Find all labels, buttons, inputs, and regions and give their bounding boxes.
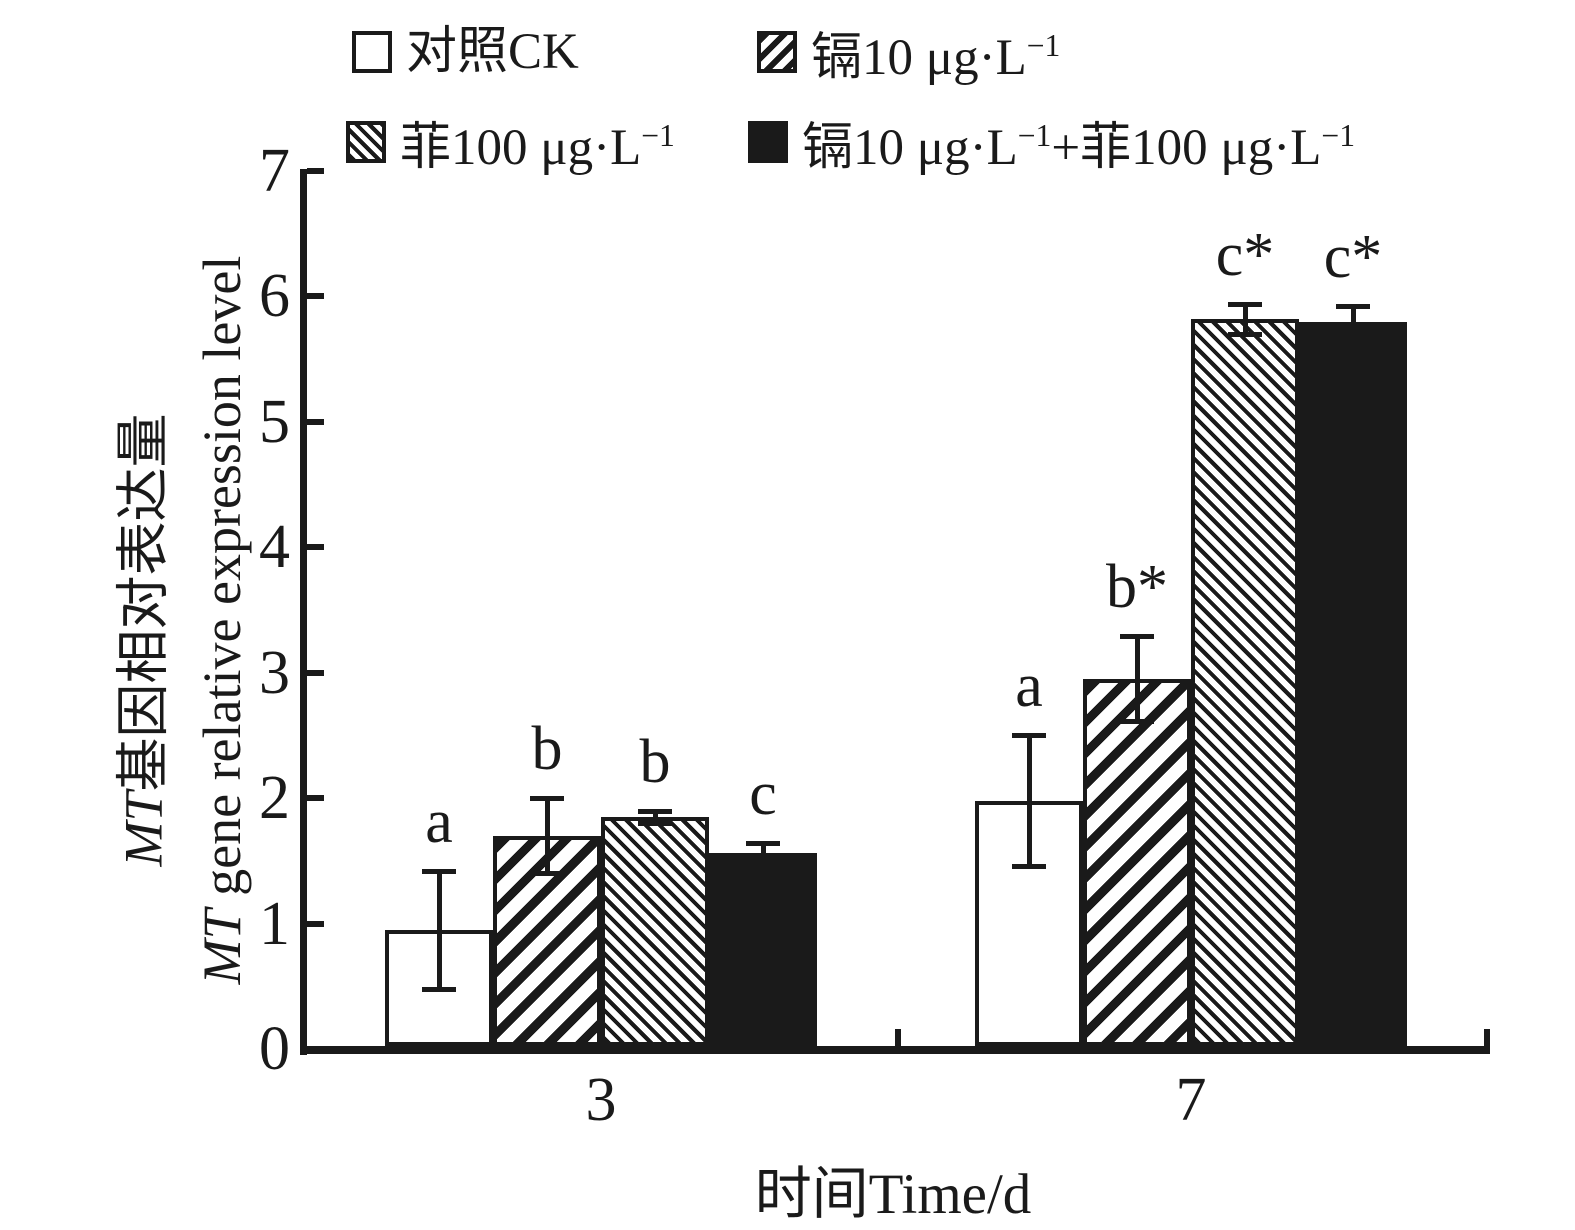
legend-item-phe100: 菲100 μg·L−1: [346, 116, 675, 174]
significance-letter-phe100-day7: c*: [1215, 220, 1275, 289]
x-category-label: 3: [585, 1066, 617, 1134]
significance-letter-ck-day7: a: [1015, 652, 1043, 721]
legend-swatch-cd10-icon: [757, 31, 797, 73]
legend-swatch-ck-icon: [352, 31, 392, 73]
error-bar-cap-bottom: [638, 821, 672, 827]
error-bar-stem: [1026, 735, 1032, 866]
legend-label-ck: 对照CK: [406, 24, 579, 80]
bar-phe100-day7: [1191, 318, 1299, 1046]
error-bar-cap-top: [746, 841, 780, 847]
error-bar-cap-top: [1228, 301, 1262, 307]
y-tick: [307, 920, 324, 927]
error-bar-cap-top: [1012, 733, 1046, 739]
legend-item-ck: 对照CK: [352, 26, 579, 78]
error-bar-cap-bottom: [1336, 336, 1370, 342]
error-bar-cap-bottom: [746, 861, 780, 867]
y-tick: [307, 795, 324, 801]
x-axis-line: [300, 1046, 1490, 1054]
y-tick: [307, 544, 324, 550]
significance-letter-cd10-phe100-day3: c: [749, 760, 777, 829]
legend-label-cd10: 镉10 μg·L−1: [811, 28, 1061, 86]
y-tick-label: 7: [259, 136, 290, 205]
legend-label-phe100: 菲100 μg·L−1: [400, 118, 675, 176]
y-tick-label: 2: [259, 764, 290, 832]
significance-letter-cd10-day7: b*: [1106, 553, 1168, 622]
legend-swatch-cd10-phe100-icon: [748, 121, 788, 163]
legend-label-cd10-phe100: 镉10 μg·L−1+菲100 μg·L−1: [802, 118, 1356, 176]
y-tick-label: 1: [259, 889, 290, 958]
error-bar-stem: [760, 843, 766, 864]
error-bar-stem: [436, 870, 442, 989]
error-bar-cap-top: [1120, 634, 1154, 640]
bar-phe100-day3: [601, 816, 709, 1046]
y-axis-title-en: MT gene relative expression level: [192, 255, 252, 985]
y-tick: [307, 669, 324, 676]
error-bar-cap-bottom: [1012, 863, 1046, 869]
legend-item-cd10: 镉10 μg·L−1: [757, 26, 1060, 84]
bar-cd10-phe100-day7: [1299, 322, 1407, 1046]
error-bar-stem: [1242, 303, 1248, 334]
error-bar-cap-top: [1336, 304, 1370, 310]
significance-letter-ck-day3: a: [425, 787, 453, 856]
error-bar-cap-top: [530, 796, 564, 801]
y-tick: [307, 167, 324, 174]
error-bar-stem: [544, 798, 550, 874]
x-category-label: 7: [1175, 1066, 1207, 1134]
significance-letter-cd10-phe100-day7: c*: [1323, 223, 1383, 292]
x-tick: [895, 1029, 901, 1046]
significance-letter-phe100-day3: b: [639, 727, 671, 796]
error-bar-cap-top: [638, 808, 672, 814]
y-axis-spine: [300, 168, 307, 1055]
y-tick: [307, 293, 324, 299]
x-tick: [1484, 1029, 1490, 1046]
significance-letter-cd10-day3: b: [531, 715, 563, 783]
error-bar-cap-bottom: [422, 986, 456, 992]
y-tick-label: 0: [259, 1015, 290, 1083]
error-bar-stem: [652, 810, 658, 824]
y-tick-label: 4: [259, 513, 290, 581]
y-tick-label: 3: [259, 638, 290, 707]
y-tick: [307, 418, 324, 425]
legend-swatch-phe100-icon: [346, 121, 386, 163]
y-tick-label: 6: [259, 262, 290, 330]
error-bar-cap-top: [422, 868, 456, 874]
y-axis-title-zh: MT基因相对表达量: [113, 413, 174, 867]
legend-item-cd10-phe100: 镉10 μg·L−1+菲100 μg·L−1: [748, 116, 1355, 174]
error-bar-cap-bottom: [1120, 719, 1154, 725]
error-bar-stem: [1350, 306, 1356, 339]
bar-cd10-day7: [1083, 678, 1191, 1046]
error-bar-cap-bottom: [1228, 331, 1262, 337]
bar-cd10-phe100-day3: [709, 853, 817, 1046]
x-axis-title: 时间Time/d: [754, 1163, 1032, 1226]
error-bar-cap-bottom: [530, 871, 564, 877]
error-bar-stem: [1134, 636, 1140, 722]
y-tick-label: 5: [259, 387, 290, 456]
